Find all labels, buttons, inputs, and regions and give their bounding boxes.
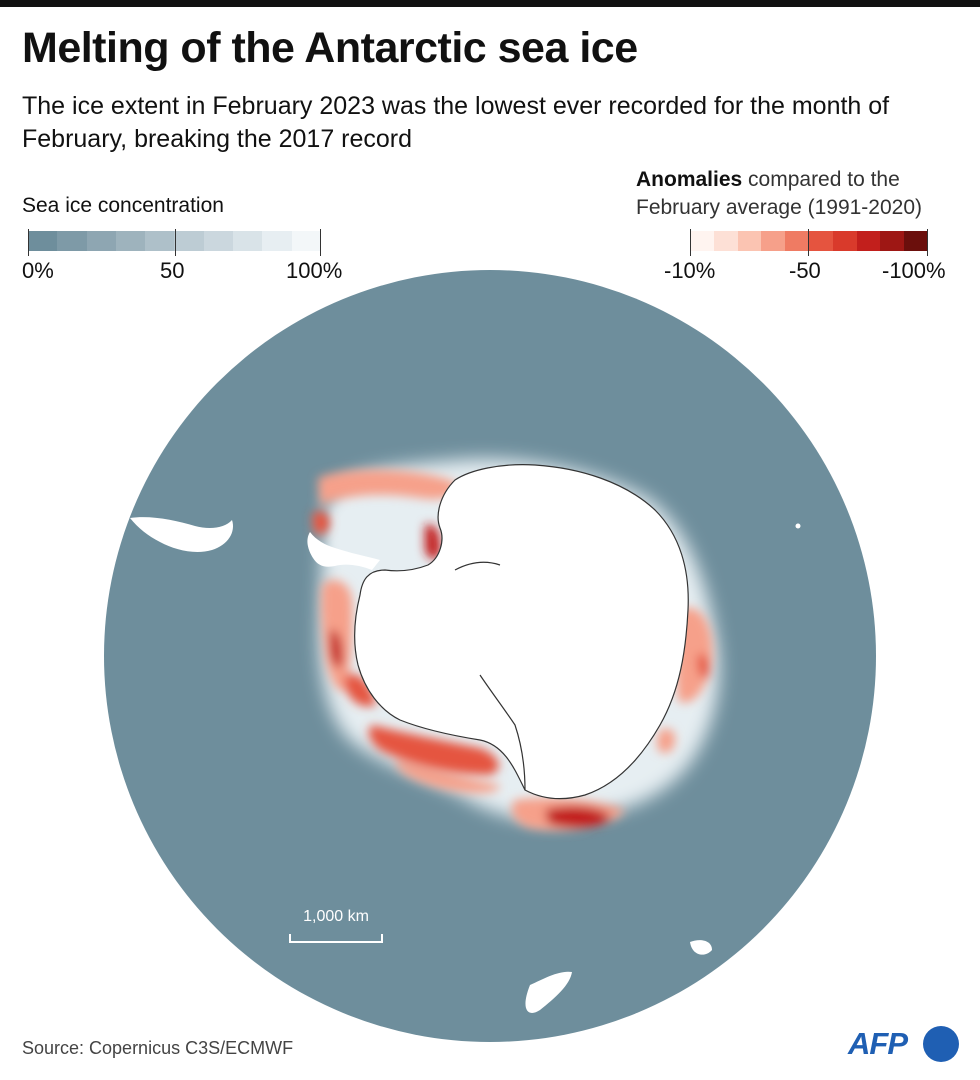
afp-logo-text: AFP <box>848 1026 908 1061</box>
antarctic-peninsula <box>307 532 380 570</box>
page-subtitle: The ice extent in February 2023 was the … <box>22 92 890 153</box>
legend-anomaly-swatch <box>690 231 714 251</box>
ross-ice-shelf-edge <box>479 674 526 791</box>
legend-anomaly-swatch <box>761 231 786 251</box>
legend-anomaly-tick-10 <box>690 229 691 256</box>
legend-concentration-swatch <box>291 231 321 251</box>
anomaly-indian-sector <box>657 728 676 754</box>
anomaly-ross-sea <box>368 725 499 775</box>
legend-anomaly-swatch <box>904 231 928 251</box>
legend-anomaly-title-bold: Anomalies <box>636 168 743 191</box>
new-zealand-island <box>525 971 572 1013</box>
afp-logo-icon <box>923 1026 959 1062</box>
legend-concentration-swatch <box>86 231 116 251</box>
legend-anomaly-label-10: -10% <box>664 258 716 283</box>
legend-concentration-label-100: 100% <box>286 258 343 283</box>
scale-bar: 1,000 km <box>289 908 383 943</box>
scale-bar-label: 1,000 km <box>303 908 369 925</box>
legend-concentration-swatch <box>57 231 87 251</box>
anomaly-ross-outer <box>395 760 500 793</box>
legend-concentration-title: Sea ice concentration <box>22 194 224 217</box>
source-credit: Source: Copernicus C3S/ECMWF <box>22 1038 294 1058</box>
legend-anomaly-swatch <box>880 231 905 251</box>
anomaly-bellingshausen-core <box>330 629 343 668</box>
legend-anomaly-title-line2: February average (1991-2020) <box>636 196 923 219</box>
legend-anomaly-swatch <box>832 231 857 251</box>
antarctic-map: 1,000 km <box>104 270 876 1042</box>
antarctica-coastline <box>354 464 689 800</box>
anomaly-east-antarctica-core <box>697 653 710 679</box>
legend-concentration-tick-100 <box>320 229 321 256</box>
legend-anomaly-tick-100 <box>927 229 928 256</box>
legend-anomaly-label-50: -50 <box>789 258 821 283</box>
kerguelen-island <box>795 523 801 529</box>
anomaly-weddell-north <box>318 469 456 505</box>
tasmania-island <box>690 940 712 955</box>
legend-anomaly-swatch <box>856 231 881 251</box>
legend-concentration-tick-0 <box>28 229 29 256</box>
anomaly-amundsen-west <box>345 674 376 707</box>
legend-concentration-swatch <box>233 231 263 251</box>
anomaly-wilkes-core <box>545 806 612 828</box>
legend-anomaly-ramp <box>690 231 928 251</box>
south-america-tip <box>130 517 234 553</box>
legend-concentration-swatch <box>203 231 234 251</box>
legend-concentration-swatch <box>145 231 175 251</box>
legend-concentration-swatch <box>174 231 204 251</box>
anomaly-patches <box>312 469 713 831</box>
legend-anomaly-label-100: -100% <box>882 258 946 283</box>
legend-anomaly-tick-50 <box>808 229 809 256</box>
scale-bar-line <box>289 934 383 943</box>
page-title: Melting of the Antarctic sea ice <box>22 24 638 72</box>
antarctica-landmass <box>354 464 689 799</box>
legend-concentration-tick-50 <box>175 229 176 256</box>
ronne-ice-shelf-edge <box>454 561 501 571</box>
top-rule <box>0 0 980 7</box>
legend-anomaly-swatch <box>808 231 833 251</box>
legend-concentration-swatch <box>28 231 58 251</box>
legend-concentration-swatch <box>262 231 292 251</box>
anomaly-weddell-west <box>312 510 330 535</box>
legend-concentration-label-50: 50 <box>160 258 185 283</box>
legend-anomaly-swatch <box>737 231 762 251</box>
legend-anomaly-swatch <box>713 231 738 251</box>
legend-anomaly-title: Anomalies compared to the February avera… <box>636 166 922 222</box>
legend-concentration-label-0: 0% <box>22 258 54 283</box>
legend-concentration-swatch <box>115 231 146 251</box>
legend-anomaly-swatch <box>785 231 809 251</box>
legend-concentration-ramp <box>28 231 321 251</box>
legend-anomaly-title-rest: compared to the <box>742 168 900 191</box>
anomaly-weddell-east <box>425 524 441 560</box>
